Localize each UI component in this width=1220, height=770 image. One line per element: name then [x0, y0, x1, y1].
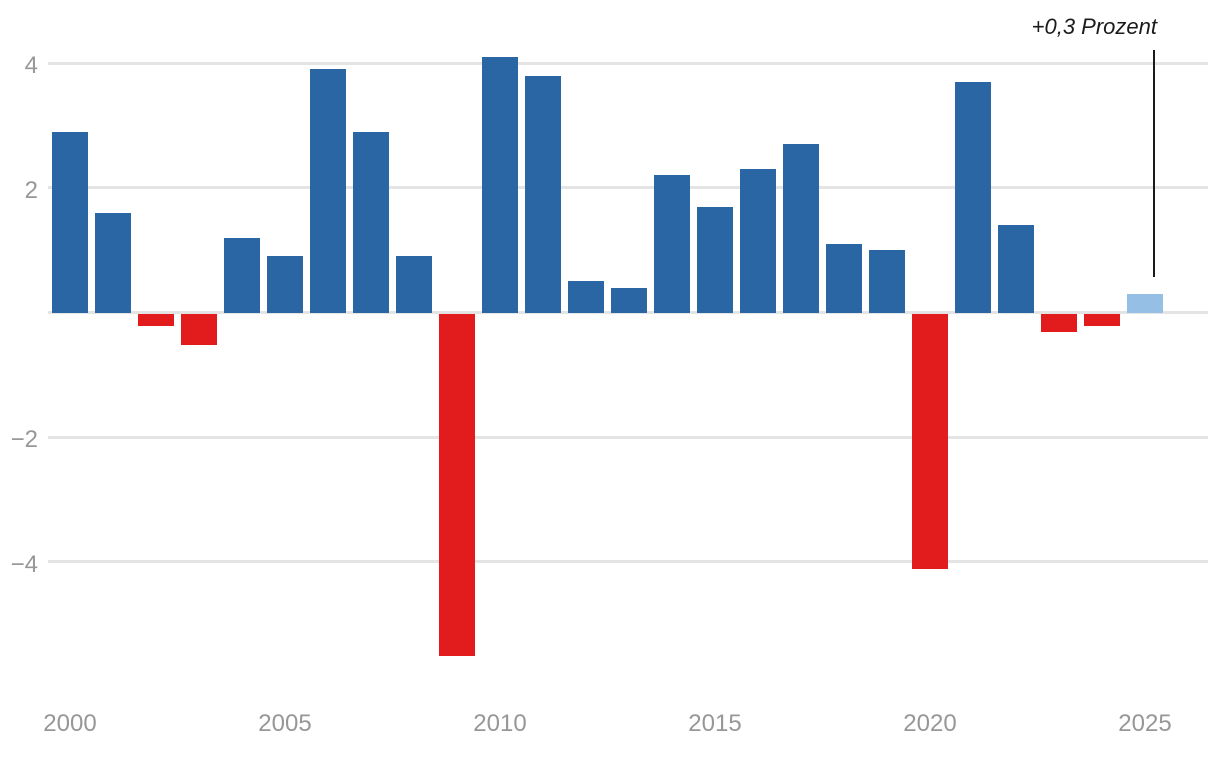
bar-2017	[783, 144, 819, 314]
bar-2001	[95, 212, 131, 314]
bar-2014	[654, 175, 690, 314]
bar-2021	[955, 81, 991, 314]
gridline-y4	[48, 61, 1208, 65]
bar-2018	[826, 243, 862, 314]
bar-2013	[611, 287, 647, 314]
x-tick-label-2015: 2015	[688, 710, 742, 737]
bar-2020	[912, 313, 948, 570]
bar-2005	[267, 256, 303, 314]
bar-2024	[1084, 313, 1120, 326]
x-tick-label-2020: 2020	[903, 710, 957, 737]
bar-2006	[310, 69, 346, 314]
bar-2012	[568, 281, 604, 314]
bar-2000	[52, 131, 88, 314]
bar-2019	[869, 250, 905, 314]
bar-2016	[740, 169, 776, 314]
bar-2002	[138, 313, 174, 326]
bar-2025	[1127, 293, 1163, 314]
bar-2008	[396, 256, 432, 314]
bar-2009	[439, 313, 475, 657]
forecast-annotation-label: +0,3 Prozent	[1031, 14, 1157, 39]
gridline-y2	[48, 186, 1208, 190]
x-tick-label-2005: 2005	[258, 710, 312, 737]
bar-2004	[224, 237, 260, 314]
bar-2023	[1041, 313, 1077, 333]
x-tick-label-2000: 2000	[43, 710, 97, 737]
bar-2022	[998, 225, 1034, 314]
bar-2015	[697, 206, 733, 314]
gridline-y-4	[48, 560, 1208, 564]
y-tick-label-4: 4	[24, 52, 38, 80]
forecast-annotation-line	[1153, 50, 1155, 277]
gridline-y-2	[48, 435, 1208, 439]
x-tick-label-2025: 2025	[1118, 710, 1172, 737]
y-tick-label-2: 2	[24, 176, 38, 204]
y-tick-label--4: −4	[10, 550, 38, 578]
bar-2010	[482, 56, 518, 314]
x-tick-label-2010: 2010	[473, 710, 527, 737]
y-tick-label--2: −2	[10, 426, 38, 454]
bar-2007	[353, 131, 389, 314]
bar-2003	[181, 313, 217, 345]
bar-2011	[525, 75, 561, 314]
